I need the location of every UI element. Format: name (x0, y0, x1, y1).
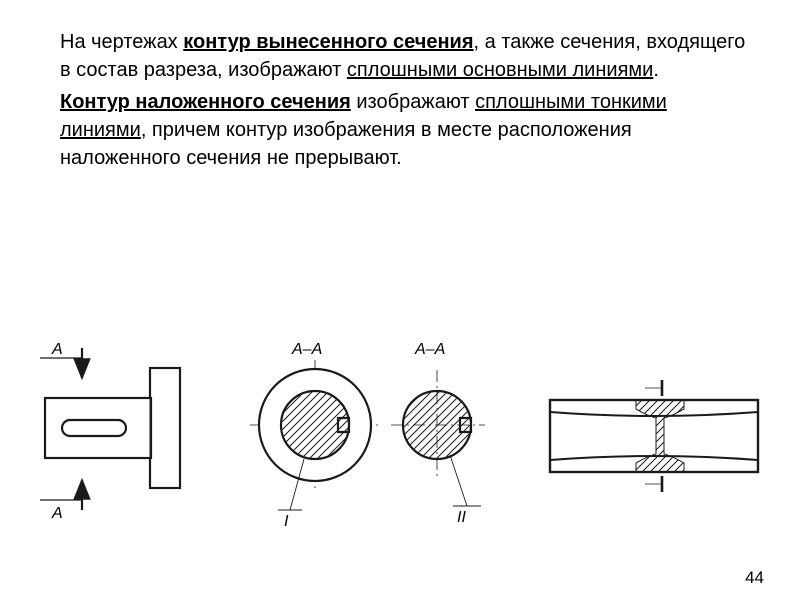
label-a-top: A (51, 341, 63, 358)
p1e: . (653, 59, 659, 81)
label-roman-1: I (284, 513, 289, 530)
label-a-bottom: A (51, 505, 63, 522)
figure-ibeam (550, 380, 758, 492)
paragraph-2: Контур наложенного сечения изображают сп… (60, 88, 750, 172)
p2d: , причем контур изображения в месте расп… (60, 119, 632, 169)
drawings-row: A A A–A I A–A II (30, 340, 770, 540)
paragraph-1: На чертежах контур вынесенного сечения, … (60, 28, 750, 84)
figure-section-2: A–A II (391, 341, 485, 526)
text-block: На чертежах контур вынесенного сечения , … (0, 0, 800, 196)
label-roman-2: II (457, 509, 466, 526)
figure-section-1: A–A I (250, 341, 380, 530)
label-aa-2: A–A (414, 341, 445, 358)
page-number: 44 (745, 568, 764, 588)
technical-drawings: A A A–A I A–A II (30, 340, 770, 540)
p1a: На чертежах (60, 31, 183, 53)
p2b: изображают (351, 91, 475, 113)
p2a: Контур наложенного сечения (60, 91, 351, 113)
p1d: сплошными основными линиями (347, 59, 653, 81)
label-aa-1: A–A (291, 341, 322, 358)
figure-shaft-side-view: A A (40, 341, 180, 522)
p1b: контур вынесенного сечения (183, 31, 473, 53)
